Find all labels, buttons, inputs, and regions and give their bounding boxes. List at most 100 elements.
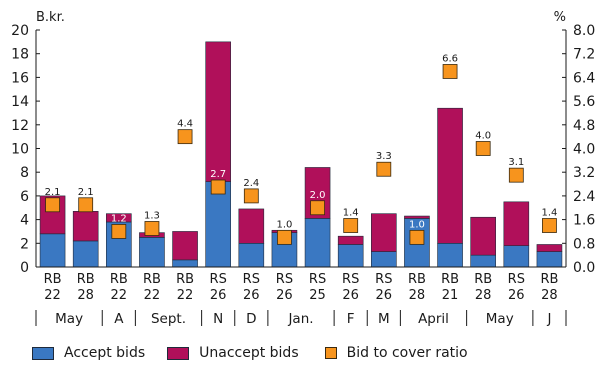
ratio-label-7: 1.0 xyxy=(276,219,292,230)
ratio-marker-2 xyxy=(111,224,127,239)
ratio-marker-6 xyxy=(243,188,259,204)
bar-unaccept-15 xyxy=(536,244,563,252)
month-label-9: May xyxy=(486,311,514,327)
tick-label-right-8: 6.4 xyxy=(573,70,595,86)
month-label-7: M xyxy=(378,311,390,327)
category-label-top-2: RB xyxy=(110,272,128,287)
bar-unaccept-5 xyxy=(205,41,231,182)
tick-label-left-9: 18 xyxy=(11,47,29,63)
bar-accept-1 xyxy=(72,240,99,268)
ratio-label-15: 1.4 xyxy=(541,208,557,219)
tick-label-right-7: 5.6 xyxy=(573,94,595,110)
month-label-4: D xyxy=(246,311,256,327)
category-label-top-5: RS xyxy=(210,272,227,287)
tick-label-left-5: 10 xyxy=(11,142,29,158)
bar-unaccept-11 xyxy=(404,215,430,219)
ratio-marker-1 xyxy=(78,197,94,213)
tick-label-left-3: 6 xyxy=(20,189,29,205)
month-label-5: Jan. xyxy=(287,311,313,327)
tick-label-right-2: 1.6 xyxy=(573,213,595,229)
tick-label-left-2: 4 xyxy=(20,213,29,229)
tick-label-left-6: 12 xyxy=(11,118,29,134)
tick-label-left-0: 0 xyxy=(20,260,29,276)
ratio-label-0: 2.1 xyxy=(45,187,61,198)
category-label-top-14: RS xyxy=(508,272,525,287)
ratio-label-4: 4.4 xyxy=(177,119,193,130)
category-label-bottom-7: 26 xyxy=(276,288,293,303)
ratio-label-10: 3.3 xyxy=(376,151,392,162)
bar-unaccept-12 xyxy=(437,107,463,244)
tick-label-right-4: 3.2 xyxy=(573,165,595,181)
ratio-label-12: 6.6 xyxy=(442,53,458,64)
tick-label-left-1: 2 xyxy=(20,236,29,252)
legend-label-ratio: Bid to cover ratio xyxy=(346,345,468,361)
bar-accept-3 xyxy=(139,237,165,268)
category-label-bottom-6: 26 xyxy=(243,288,260,303)
ratio-label-1: 2.1 xyxy=(78,187,94,198)
ratio-label-2: 1.2 xyxy=(111,213,127,224)
category-label-top-1: RB xyxy=(77,272,95,287)
bar-accept-13 xyxy=(470,254,496,268)
legend-item-accept: Accept bids xyxy=(32,345,145,361)
tick-label-left-4: 8 xyxy=(20,165,29,181)
month-label-6: F xyxy=(347,311,355,327)
category-label-top-7: RS xyxy=(276,272,293,287)
ratio-marker-10 xyxy=(376,161,392,177)
month-label-10: J xyxy=(546,311,551,327)
bar-unaccept-1 xyxy=(72,211,99,242)
category-label-bottom-8: 25 xyxy=(309,288,326,303)
legend-item-unaccept: Unaccept bids xyxy=(167,345,299,361)
bar-accept-12 xyxy=(437,243,463,268)
ratio-marker-8 xyxy=(310,200,325,216)
legend-label-unaccept: Unaccept bids xyxy=(199,345,299,361)
category-label-top-0: RB xyxy=(44,272,62,287)
right-axis-unit: % xyxy=(554,10,566,25)
ratio-marker-7 xyxy=(277,229,292,245)
tick-label-right-9: 7.2 xyxy=(573,47,595,63)
bar-unaccept-10 xyxy=(371,213,397,252)
ratio-marker-14 xyxy=(508,167,524,183)
tick-label-left-10: 20 xyxy=(11,23,29,39)
month-label-2: Sept. xyxy=(151,311,186,327)
left-axis-unit: B.kr. xyxy=(36,10,65,25)
legend-label-accept: Accept bids xyxy=(64,345,146,361)
ratio-marker-5 xyxy=(210,179,226,195)
category-label-bottom-5: 26 xyxy=(210,288,227,303)
ratio-marker-0 xyxy=(45,197,60,213)
category-label-bottom-11: 28 xyxy=(409,288,426,303)
legend-swatch-ratio xyxy=(324,347,337,359)
ratio-marker-12 xyxy=(442,64,458,79)
ratio-label-11: 1.0 xyxy=(409,219,425,230)
tick-label-right-3: 2.4 xyxy=(573,189,595,205)
ratio-label-13: 4.0 xyxy=(475,131,491,142)
category-label-bottom-2: 22 xyxy=(111,288,128,303)
category-label-top-12: RB xyxy=(441,272,459,287)
category-label-bottom-14: 26 xyxy=(508,288,525,303)
ratio-marker-3 xyxy=(144,221,160,236)
legend-item-ratio: Bid to cover ratio xyxy=(321,345,468,361)
category-label-bottom-10: 26 xyxy=(376,288,393,303)
ratio-marker-4 xyxy=(177,129,193,145)
category-label-top-13: RB xyxy=(474,272,492,287)
ratio-label-6: 2.4 xyxy=(243,178,259,189)
bar-unaccept-6 xyxy=(238,208,265,244)
bar-accept-0 xyxy=(39,233,66,268)
bar-accept-14 xyxy=(503,245,530,268)
category-label-bottom-13: 28 xyxy=(475,288,492,303)
month-label-3: N xyxy=(213,311,223,327)
category-label-bottom-15: 28 xyxy=(541,288,558,303)
ratio-label-9: 1.4 xyxy=(343,208,359,219)
category-label-top-3: RB xyxy=(143,272,161,287)
tick-label-left-8: 16 xyxy=(11,70,29,86)
bar-accept-6 xyxy=(238,243,265,268)
ratio-marker-15 xyxy=(542,218,557,233)
tick-label-right-1: 0.8 xyxy=(573,236,595,252)
category-label-bottom-4: 22 xyxy=(177,288,194,303)
bar-accept-5 xyxy=(205,181,231,268)
ratio-label-5: 2.7 xyxy=(210,169,226,180)
bar-accept-4 xyxy=(172,259,198,268)
ratio-label-3: 1.3 xyxy=(144,210,160,221)
category-label-top-6: RS xyxy=(243,272,260,287)
category-label-bottom-1: 28 xyxy=(77,288,94,303)
legend: Accept bids Unaccept bids Bid to cover r… xyxy=(32,345,490,361)
